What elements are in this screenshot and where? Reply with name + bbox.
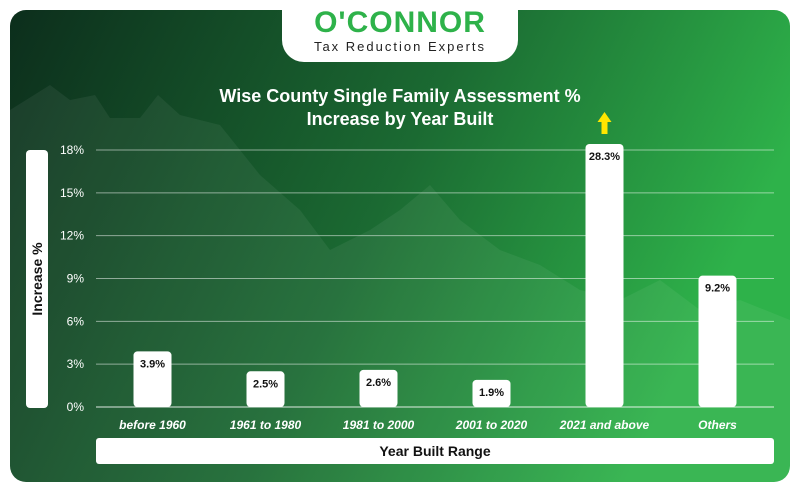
bar-value-label: 9.2% bbox=[705, 283, 730, 295]
bar bbox=[133, 351, 172, 407]
bar bbox=[585, 144, 624, 407]
bar bbox=[246, 371, 285, 407]
bar bbox=[359, 369, 398, 407]
bar-overflow-arrow bbox=[597, 112, 612, 134]
bar-value-label: 1.9% bbox=[479, 387, 504, 399]
y-tick-label: 12% bbox=[60, 229, 84, 243]
y-tick-label: 3% bbox=[67, 357, 85, 371]
x-tick-label: 1981 to 2000 bbox=[343, 418, 415, 432]
bar bbox=[698, 275, 737, 407]
bar-value-label: 3.9% bbox=[140, 358, 165, 370]
chart-title-line-1: Wise County Single Family Assessment % bbox=[219, 86, 581, 106]
y-tick-label: 9% bbox=[67, 272, 85, 286]
bar bbox=[472, 379, 511, 407]
oconnor-logo: O'CONNOR Tax Reduction Experts bbox=[282, 0, 518, 62]
bar-value-label: 2.6% bbox=[366, 377, 391, 389]
y-tick-label: 6% bbox=[67, 314, 85, 328]
x-tick-label: 2021 and above bbox=[559, 418, 650, 432]
x-axis-label: Year Built Range bbox=[96, 438, 774, 464]
chart-title-line-2: Increase by Year Built bbox=[306, 109, 494, 129]
logo-tagline: Tax Reduction Experts bbox=[313, 39, 487, 54]
logo-brand: O'CONNOR bbox=[314, 6, 486, 39]
y-axis-label: Increase % bbox=[29, 242, 45, 316]
x-tick-label: before 1960 bbox=[119, 418, 186, 432]
y-axis-label-box bbox=[26, 150, 48, 408]
y-tick-label: 0% bbox=[67, 400, 85, 414]
y-tick-label: 15% bbox=[60, 186, 84, 200]
y-tick-label: 18% bbox=[60, 143, 84, 157]
bar-value-label: 2.5% bbox=[253, 378, 278, 390]
x-tick-label: 2001 to 2020 bbox=[455, 418, 528, 432]
x-tick-label: 1961 to 1980 bbox=[230, 418, 302, 432]
x-tick-label: Others bbox=[698, 418, 737, 432]
bar-value-label: 28.3% bbox=[589, 151, 620, 163]
